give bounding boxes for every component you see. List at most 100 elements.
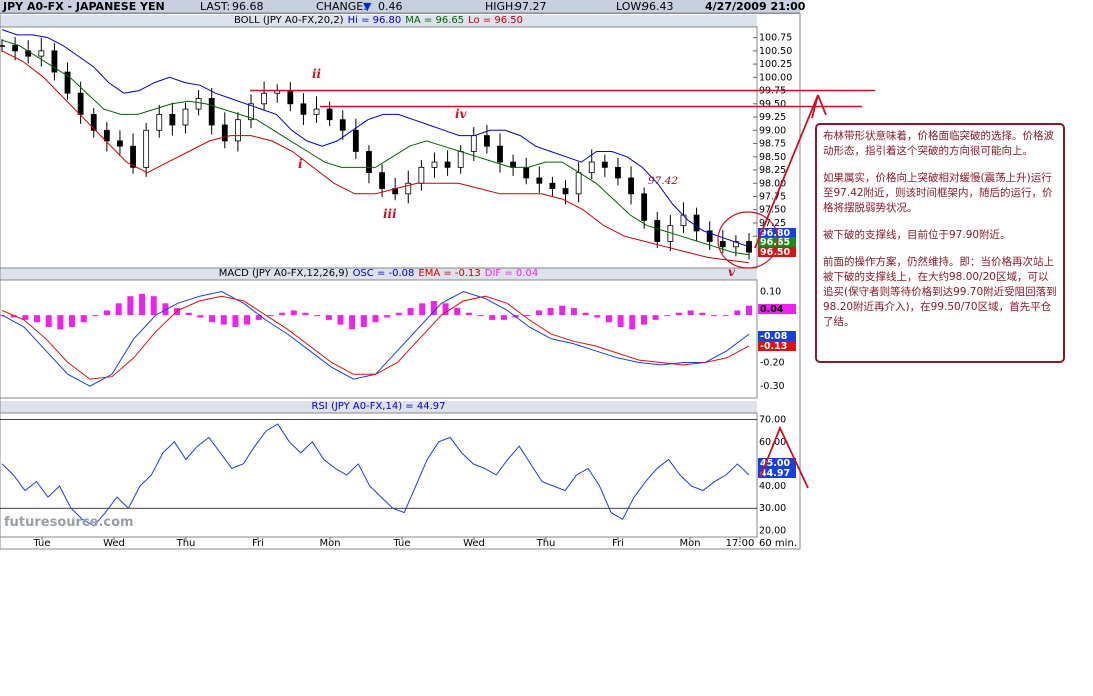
macd-osc-bar bbox=[80, 315, 87, 323]
price-candle bbox=[457, 151, 464, 168]
price-candle bbox=[326, 108, 333, 121]
wave-label: i bbox=[298, 157, 303, 171]
x-axis-label: Tue bbox=[392, 538, 410, 549]
price-candle bbox=[300, 103, 307, 115]
macd-osc-bar bbox=[337, 315, 344, 325]
macd-osc-bar bbox=[559, 305, 566, 316]
price-candle bbox=[77, 92, 84, 115]
rsi-axis-tick: 70.00 bbox=[759, 415, 786, 426]
callout-arrow-rsi bbox=[759, 425, 809, 489]
boll-band-hi bbox=[1, 29, 750, 248]
x-axis-label: Mon bbox=[319, 538, 340, 549]
x-axis-label: 17:00 bbox=[726, 538, 755, 549]
macd-ema: EMA = -0.13 bbox=[418, 268, 481, 279]
price-candle bbox=[130, 145, 136, 168]
macd-osc-bar bbox=[430, 300, 437, 316]
price-axis-tick: 99.25 bbox=[759, 112, 786, 123]
note-paragraph-1: 布林带形状意味着，价格面临突破的选择。价格波动形态，指引着这个突破的方向很可能向… bbox=[823, 130, 1054, 157]
macd-osc-bar bbox=[232, 315, 239, 327]
macd-osc-bar bbox=[582, 312, 589, 316]
panel-frame-2 bbox=[0, 412, 758, 538]
macd-osc-bar bbox=[279, 312, 286, 316]
macd-title: MACD (JPY A0-FX,12,26,9) bbox=[218, 268, 349, 279]
macd-osc-bar bbox=[325, 315, 332, 320]
price-axis-tick: 97.75 bbox=[759, 191, 786, 202]
x-axis-label: Fri bbox=[252, 538, 264, 549]
price-candle bbox=[248, 103, 254, 121]
quote-datetime: 4/27/2009 21:00 bbox=[705, 0, 806, 13]
high-value: 97.27 bbox=[515, 0, 547, 13]
rsi-tag: 45.00 bbox=[760, 458, 790, 469]
level-label-97-42: 97.42 bbox=[648, 175, 678, 187]
macd-osc-bar bbox=[360, 315, 367, 327]
price-axis-tick: 100.00 bbox=[759, 72, 792, 83]
price-tag-bg bbox=[758, 237, 796, 247]
macd-osc-bar bbox=[244, 315, 251, 325]
last-label: LAST: bbox=[200, 0, 231, 13]
macd-osc-bar bbox=[384, 315, 391, 318]
rsi-title: RSI (JPY A0-FX,14) = 44.97 bbox=[311, 401, 446, 412]
price-axis-tick: 97.50 bbox=[759, 205, 786, 216]
price-axis-tick: 98.75 bbox=[759, 139, 786, 150]
price-candle bbox=[706, 230, 713, 242]
analysis-note: 布林带形状意味着，价格面临突破的选择。价格波动形态，指引着这个突破的方向很可能向… bbox=[815, 123, 1065, 363]
price-candle bbox=[156, 113, 163, 131]
price-tag: 96.80 bbox=[760, 228, 790, 239]
chart-outer-frame bbox=[0, 12, 801, 550]
rsi-tag-bg bbox=[758, 468, 796, 478]
wave-label: v bbox=[728, 265, 736, 279]
x-axis-label: Thu bbox=[536, 538, 556, 549]
x-axis-label: Wed bbox=[103, 538, 125, 549]
price-candle bbox=[64, 71, 71, 94]
macd-osc-bar bbox=[442, 303, 449, 316]
macd-osc-bar bbox=[524, 315, 531, 317]
macd-osc-bar bbox=[10, 315, 17, 318]
rsi-line bbox=[1, 423, 750, 527]
price-candle bbox=[628, 177, 634, 195]
price-axis-tick: 98.25 bbox=[759, 165, 786, 176]
macd-axis-tick: -0.30 bbox=[760, 381, 785, 392]
price-axis-tick: 99.50 bbox=[759, 99, 786, 110]
macd-osc-bar bbox=[489, 315, 496, 320]
price-candle bbox=[641, 193, 648, 221]
panel-frame-0 bbox=[0, 26, 758, 269]
macd-osc-bar bbox=[570, 308, 577, 316]
macd-tag-bg bbox=[758, 331, 796, 341]
price-candle bbox=[143, 129, 150, 168]
macd-osc-bar bbox=[22, 315, 29, 320]
macd-osc-bar bbox=[69, 315, 76, 327]
macd-osc-bar bbox=[314, 315, 321, 317]
macd-line-ema bbox=[1, 295, 750, 380]
quote-header: JPY A0-FX - JAPANESE YEN LAST: 96.68 CHA… bbox=[0, 0, 805, 14]
macd-osc-bar bbox=[127, 296, 134, 316]
price-candle bbox=[588, 161, 595, 174]
price-candle bbox=[90, 113, 97, 131]
price-candle bbox=[444, 161, 451, 168]
price-candle bbox=[287, 90, 294, 105]
macd-osc-bar bbox=[255, 315, 262, 320]
change-down-icon: ▼ bbox=[363, 0, 372, 13]
price-candle bbox=[313, 108, 320, 115]
rsi-axis-tick: 60.00 bbox=[759, 437, 786, 448]
x-axis-label: 60 min. bbox=[759, 538, 797, 549]
price-axis-tick: 100.75 bbox=[759, 33, 792, 44]
price-candle bbox=[575, 172, 582, 195]
macd-osc-bar bbox=[664, 315, 671, 317]
macd-osc-bar bbox=[454, 308, 461, 316]
macd-osc-bar bbox=[640, 315, 647, 325]
rsi-axis-tick: 20.00 bbox=[759, 525, 786, 536]
macd-osc-bar bbox=[267, 315, 274, 317]
note-paragraph-2: 如果属实，价格向上突破相对缓慢(震荡上升)运行至97.42附近，则该时间框架内，… bbox=[823, 172, 1053, 214]
price-candle bbox=[221, 124, 228, 142]
price-candle bbox=[366, 151, 372, 174]
price-candle bbox=[615, 166, 621, 179]
price-axis-tick: 98.50 bbox=[759, 152, 786, 163]
low-value: 96.43 bbox=[642, 0, 674, 13]
macd-osc-bar bbox=[349, 315, 356, 330]
price-candle bbox=[732, 241, 739, 248]
macd-osc-bar bbox=[675, 312, 682, 316]
price-candle bbox=[746, 241, 752, 253]
macd-axis-tick: 0.10 bbox=[760, 286, 781, 297]
boll-lo: Lo = 96.50 bbox=[468, 15, 523, 26]
